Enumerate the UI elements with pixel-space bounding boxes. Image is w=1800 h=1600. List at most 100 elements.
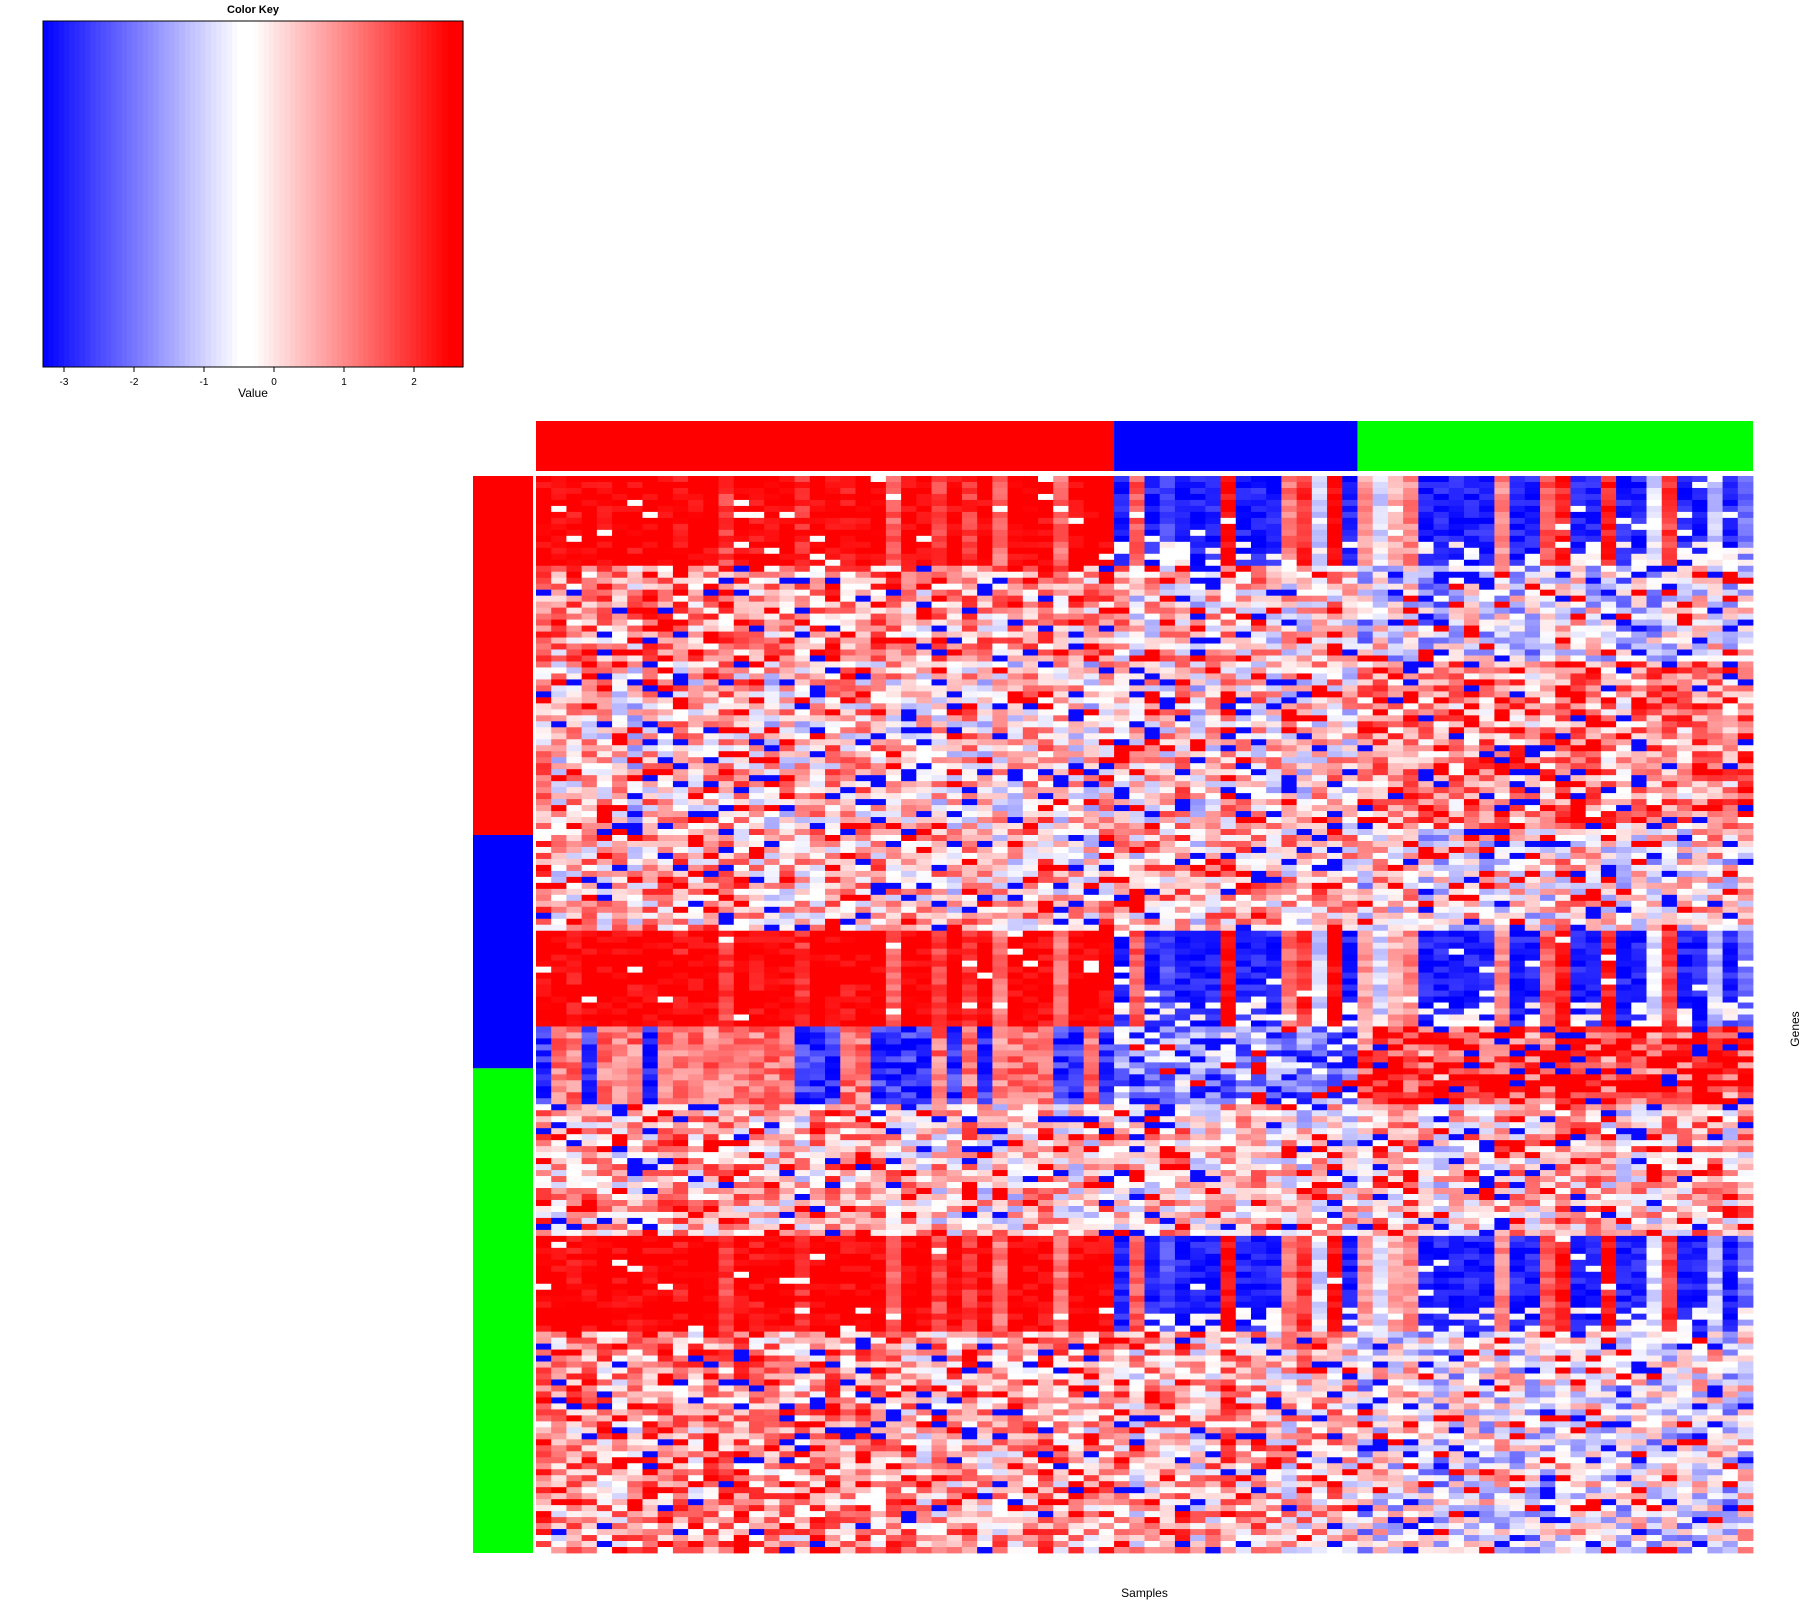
- heatmap-cell: [931, 583, 948, 591]
- heatmap-cell: [1266, 769, 1282, 776]
- heatmap-cell: [1722, 805, 1739, 812]
- heatmap-cell: [1737, 721, 1754, 728]
- heatmap-cell: [1098, 739, 1115, 746]
- heatmap-cell: [1205, 529, 1221, 537]
- heatmap-cell: [672, 589, 689, 597]
- heatmap-cell: [612, 703, 628, 710]
- heatmap-cell: [1342, 829, 1358, 836]
- heatmap-cell: [794, 775, 811, 782]
- heatmap-cell: [1387, 793, 1404, 800]
- heatmap-cell: [1220, 583, 1237, 591]
- heatmap-cell: [1722, 625, 1739, 632]
- heatmap-cell: [1707, 721, 1723, 728]
- heatmap-cell: [718, 817, 735, 824]
- heatmap-cell: [1114, 805, 1130, 812]
- heatmap-cell: [1327, 649, 1343, 656]
- heatmap-cell: [1692, 799, 1708, 806]
- heatmap-cell: [946, 811, 963, 818]
- heatmap-cell: [1433, 613, 1450, 620]
- heatmap-cell: [1007, 823, 1024, 830]
- heatmap-cell: [1311, 817, 1328, 824]
- heatmap-cell: [733, 685, 750, 692]
- heatmap-cell: [901, 649, 917, 656]
- heatmap-cell: [1342, 583, 1358, 591]
- heatmap-cell: [961, 511, 978, 519]
- heatmap-cell: [1433, 787, 1450, 794]
- heatmap-cell: [1433, 715, 1450, 722]
- heatmap-cell: [1692, 541, 1708, 549]
- heatmap-cell: [1448, 793, 1465, 800]
- heatmap-cell: [1692, 697, 1708, 704]
- heatmap-cell: [1129, 571, 1145, 579]
- heatmap-cell: [1327, 787, 1343, 794]
- heatmap-cell: [1296, 739, 1313, 746]
- heatmap-cell: [1296, 685, 1313, 692]
- color-key-bin: [200, 21, 207, 367]
- heatmap-cell: [1266, 553, 1282, 561]
- heatmap-cell: [1692, 601, 1708, 609]
- heatmap-cell: [1676, 643, 1693, 650]
- heatmap-cell: [1524, 607, 1541, 615]
- heatmap-cell: [748, 476, 765, 483]
- heatmap-cell: [1296, 697, 1313, 704]
- heatmap-cell: [1737, 476, 1754, 483]
- heatmap-cell: [840, 757, 856, 764]
- heatmap-cell: [1068, 673, 1085, 680]
- heatmap-cell: [1540, 709, 1556, 716]
- heatmap-cell: [551, 805, 567, 812]
- heatmap-cell: [1555, 805, 1571, 812]
- heatmap-cell: [1479, 541, 1495, 549]
- heatmap-cell: [612, 487, 628, 495]
- heatmap-cell: [1022, 523, 1039, 531]
- heatmap-cell: [855, 691, 872, 698]
- heatmap-cell: [1540, 703, 1556, 710]
- heatmap-cell: [1555, 733, 1571, 740]
- heatmap-cell: [1479, 727, 1495, 734]
- heatmap-cell: [551, 709, 567, 716]
- heatmap-cell: [1357, 541, 1374, 549]
- color-key-tick-label: -3: [60, 377, 69, 388]
- heatmap-cell: [596, 775, 613, 782]
- heatmap-cell: [1007, 643, 1024, 650]
- heatmap-cell: [1463, 673, 1480, 680]
- heatmap-cell: [855, 751, 872, 758]
- heatmap-cell: [1600, 697, 1617, 704]
- heatmap-cell: [1433, 476, 1450, 483]
- heatmap-cell: [1661, 565, 1678, 573]
- heatmap-cell: [931, 589, 948, 597]
- heatmap-cell: [1038, 691, 1054, 698]
- color-key-bin: [316, 21, 322, 367]
- color-key-bin: [169, 21, 175, 367]
- heatmap-cell: [1722, 661, 1739, 668]
- heatmap-cell: [1220, 685, 1237, 692]
- heatmap-cell: [1676, 661, 1693, 668]
- heatmap-cell: [627, 505, 643, 513]
- heatmap-cell: [1646, 607, 1663, 615]
- heatmap-cell: [733, 619, 750, 626]
- heatmap-cell: [1737, 793, 1754, 800]
- heatmap-cell: [931, 499, 948, 507]
- heatmap-cell: [1296, 571, 1313, 579]
- heatmap-cell: [1509, 547, 1526, 555]
- heatmap-cell: [1311, 667, 1328, 674]
- heatmap-cell: [1570, 476, 1587, 483]
- color-key-bin: [216, 21, 223, 367]
- heatmap-cell: [1585, 583, 1602, 591]
- heatmap-cell: [1159, 655, 1176, 662]
- heatmap-cell: [612, 823, 628, 830]
- heatmap-cell: [1585, 511, 1602, 519]
- heatmap-cell: [627, 823, 643, 830]
- heatmap-cell: [551, 559, 567, 567]
- heatmap-cell: [1372, 631, 1389, 638]
- heatmap-cell: [779, 679, 796, 686]
- heatmap-cell: [672, 613, 689, 620]
- heatmap-cell: [1555, 476, 1571, 483]
- heatmap-cell: [840, 649, 856, 656]
- heatmap-cell: [1068, 505, 1085, 513]
- heatmap-cell: [1220, 607, 1237, 615]
- heatmap-cell: [1646, 637, 1663, 644]
- heatmap-cell: [1555, 613, 1571, 620]
- heatmap-cell: [1509, 757, 1526, 764]
- heatmap-cell: [1403, 715, 1419, 722]
- heatmap-cell: [1403, 577, 1419, 585]
